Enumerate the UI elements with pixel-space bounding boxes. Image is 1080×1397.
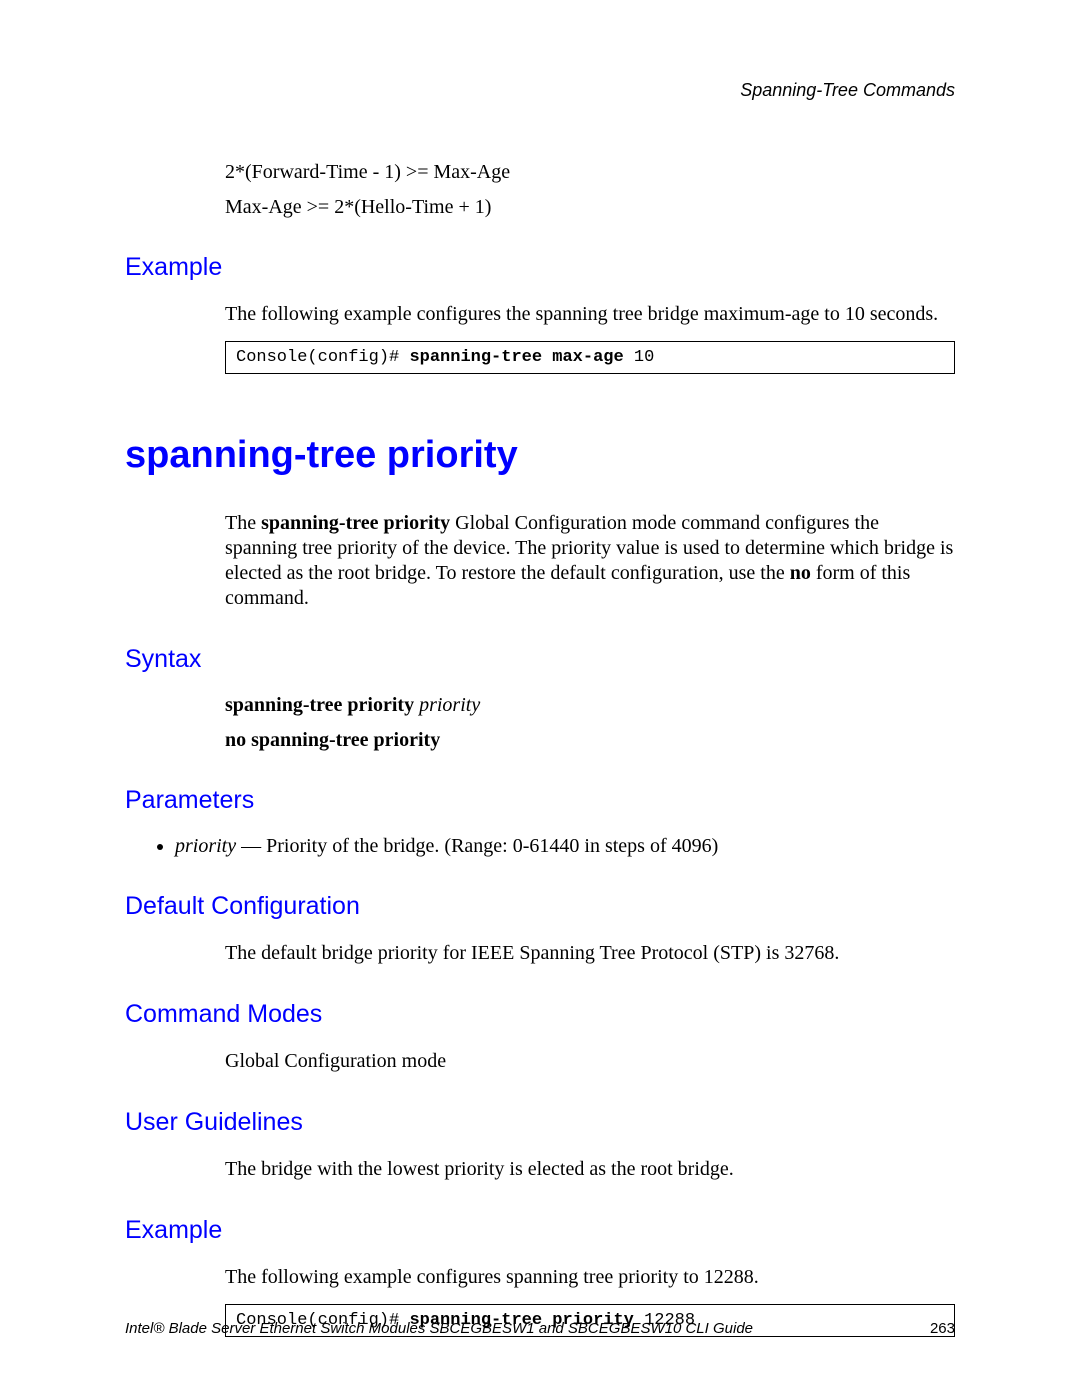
syntax-body: spanning-tree priority priority no spann… xyxy=(225,694,955,752)
section-default-config: Default Configuration xyxy=(125,892,955,921)
example-2-intro: The following example configures spannin… xyxy=(225,1265,955,1290)
param-desc: — Priority of the bridge. (Range: 0-6144… xyxy=(236,835,718,857)
command-description: The spanning-tree priority Global Config… xyxy=(225,511,955,611)
desc-b2: no xyxy=(790,562,811,584)
top-formulas: 2*(Forward-Time - 1) >= Max-Age Max-Age … xyxy=(225,161,955,219)
section-parameters: Parameters xyxy=(125,786,955,815)
syntax-2-bold: no spanning-tree priority xyxy=(225,729,440,751)
page: Spanning-Tree Commands 2*(Forward-Time -… xyxy=(125,80,955,1337)
formula-1: 2*(Forward-Time - 1) >= Max-Age xyxy=(225,161,955,184)
page-footer: Intel® Blade Server Ethernet Switch Modu… xyxy=(125,1320,955,1337)
desc-b1: spanning-tree priority xyxy=(261,512,450,534)
code-prefix: Console(config)# xyxy=(236,348,409,367)
example-1-body: The following example configures the spa… xyxy=(225,302,955,374)
section-user-guidelines: User Guidelines xyxy=(125,1108,955,1137)
user-guidelines-text: The bridge with the lowest priority is e… xyxy=(225,1157,955,1182)
section-example-1: Example xyxy=(125,253,955,282)
formula-2: Max-Age >= 2*(Hello-Time + 1) xyxy=(225,196,955,219)
footer-text: Intel® Blade Server Ethernet Switch Modu… xyxy=(125,1320,753,1337)
command-title: spanning-tree priority xyxy=(125,434,955,477)
code-suffix: 10 xyxy=(624,348,655,367)
section-example-2: Example xyxy=(125,1216,955,1245)
parameter-item: priority — Priority of the bridge. (Rang… xyxy=(175,835,955,858)
default-config-text: The default bridge priority for IEEE Spa… xyxy=(225,941,955,966)
command-modes-text: Global Configuration mode xyxy=(225,1049,955,1074)
section-command-modes: Command Modes xyxy=(125,1000,955,1029)
section-syntax: Syntax xyxy=(125,645,955,674)
code-block-1: Console(config)# spanning-tree max-age 1… xyxy=(225,341,955,374)
parameters-list: priority — Priority of the bridge. (Rang… xyxy=(125,835,955,858)
syntax-1-bold: spanning-tree priority xyxy=(225,694,414,716)
param-name: priority xyxy=(175,835,236,857)
example-1-intro: The following example configures the spa… xyxy=(225,302,955,327)
syntax-1-ital: priority xyxy=(414,694,480,716)
syntax-line-1: spanning-tree priority priority xyxy=(225,694,955,717)
running-head: Spanning-Tree Commands xyxy=(125,80,955,101)
code-bold: spanning-tree max-age xyxy=(409,348,623,367)
footer-page-number: 263 xyxy=(930,1320,955,1337)
desc-p1: The xyxy=(225,512,261,534)
syntax-line-2: no spanning-tree priority xyxy=(225,729,955,752)
